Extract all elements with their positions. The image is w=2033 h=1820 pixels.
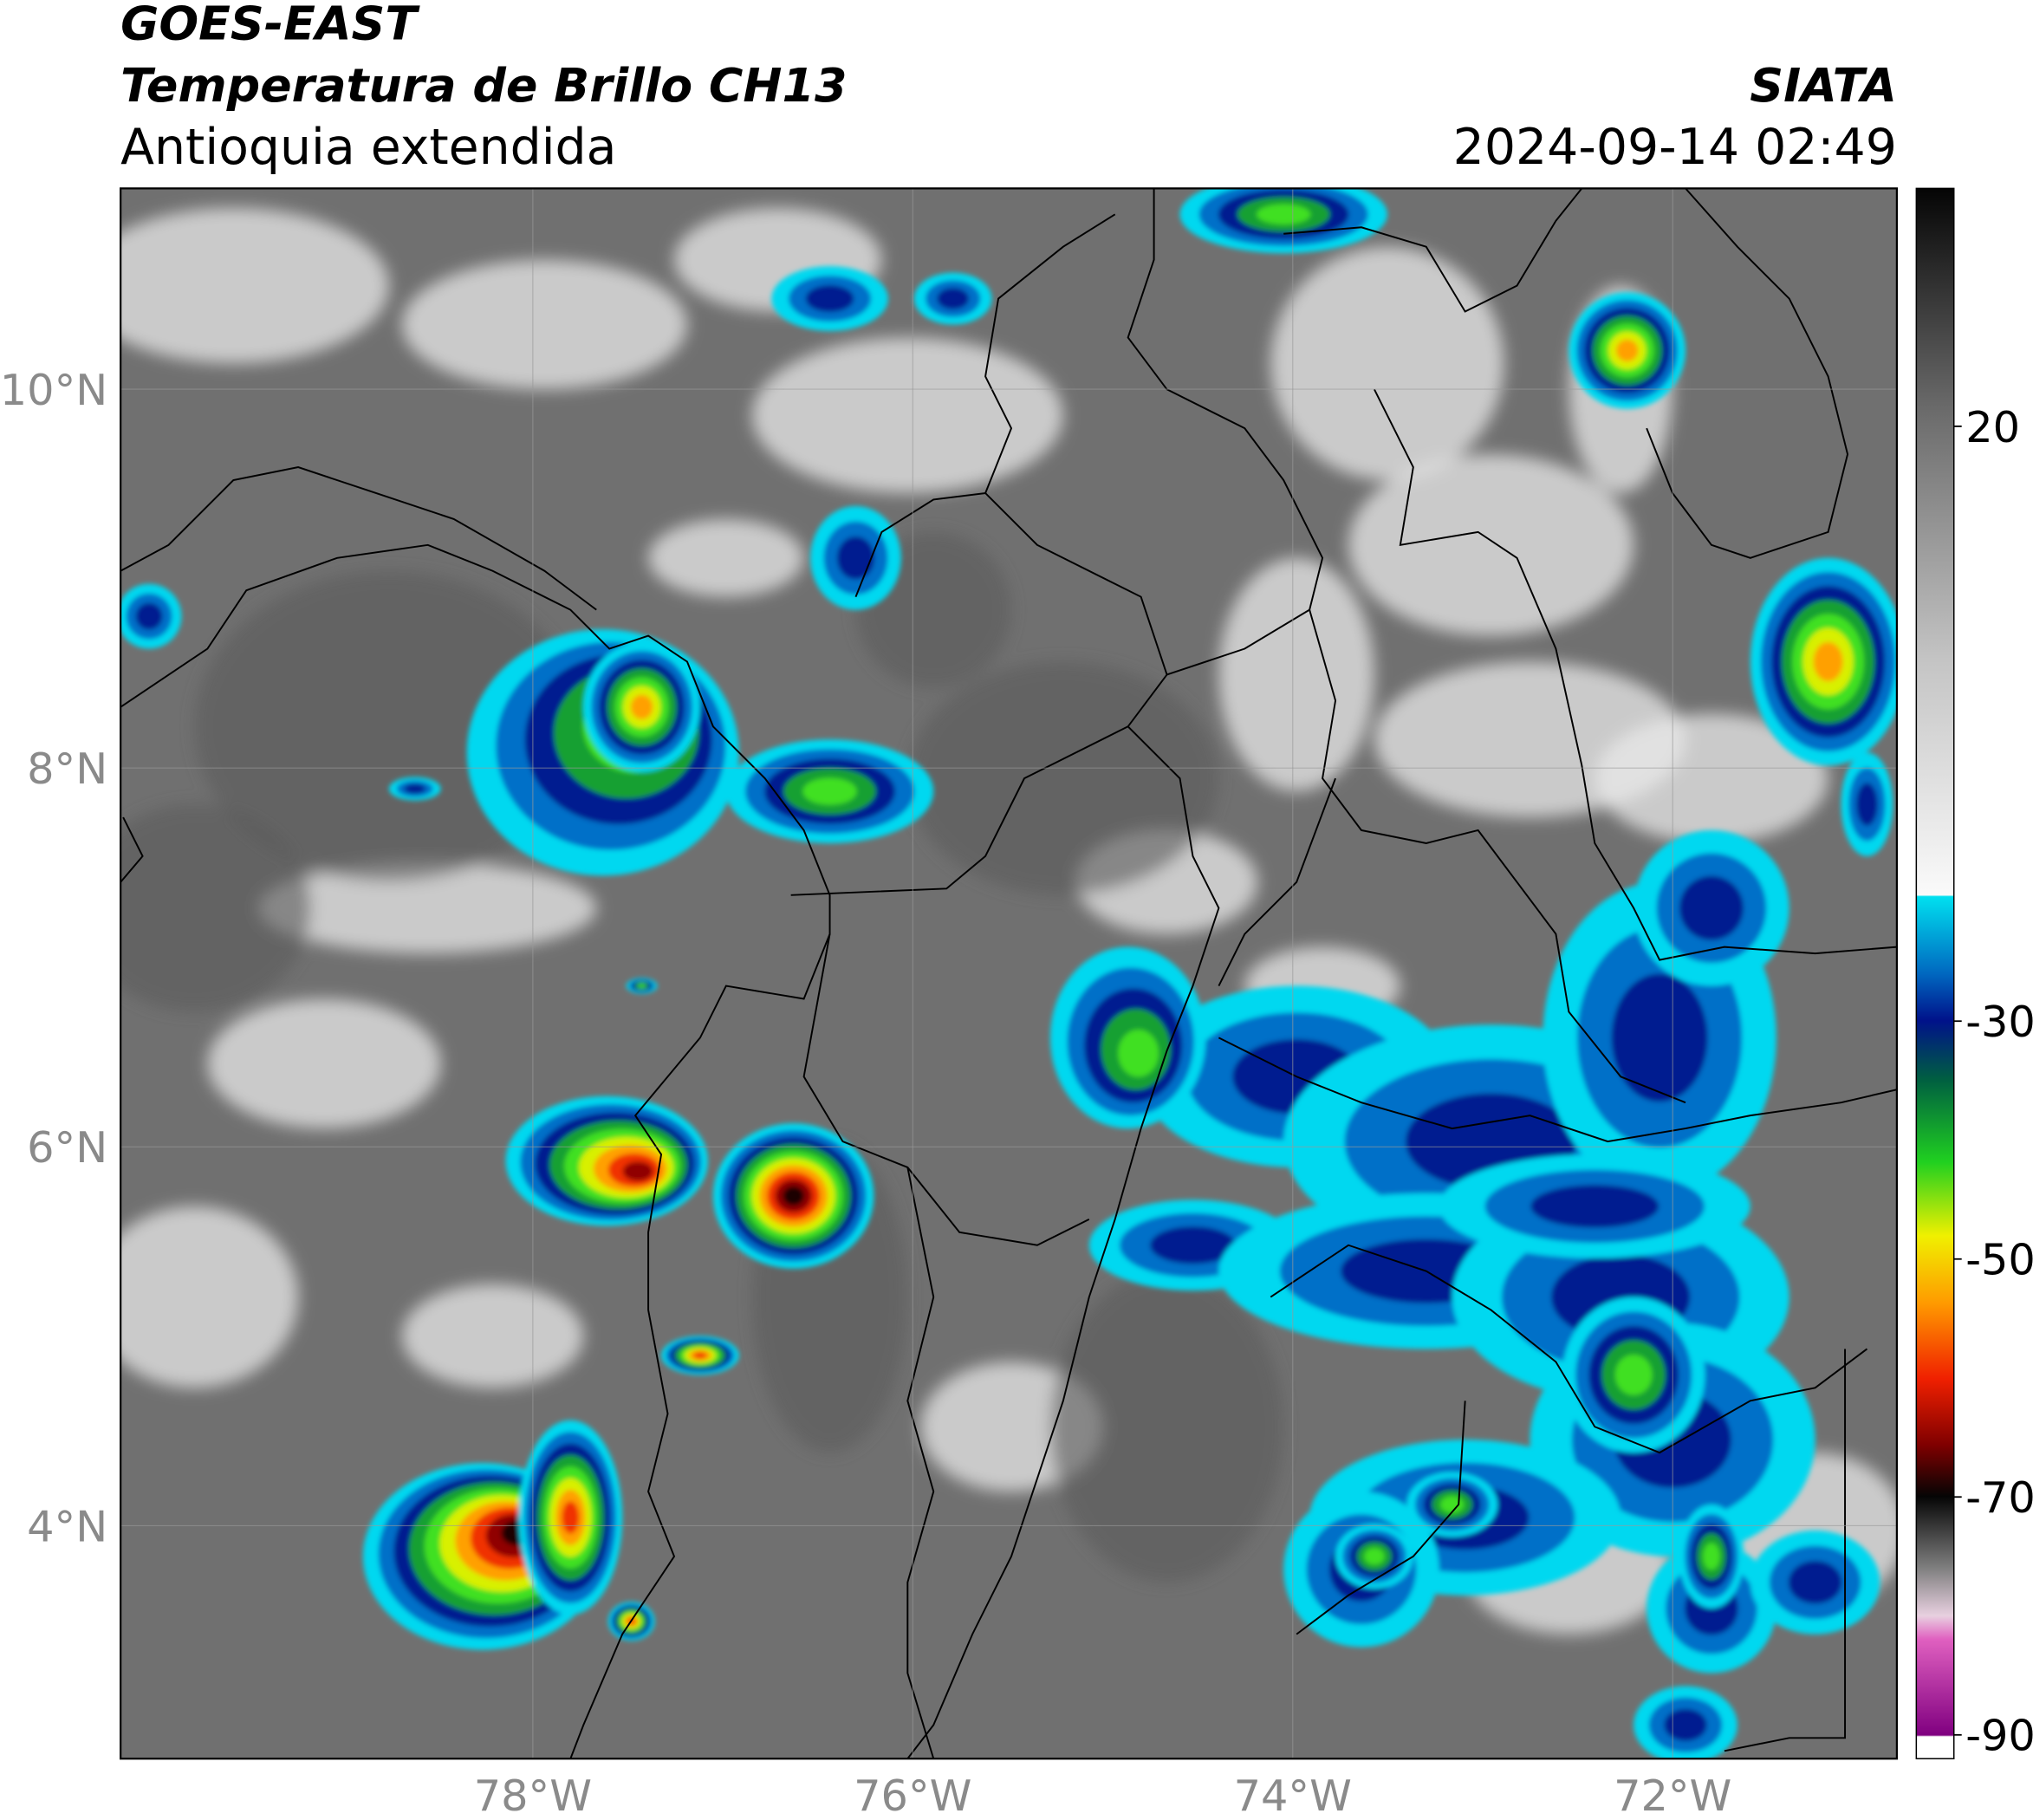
storm-cell — [783, 1186, 805, 1206]
region-title: Antioquia extendida — [120, 119, 616, 176]
storm-cell — [1813, 641, 1843, 682]
storm-cell — [805, 285, 854, 312]
cloud-shadow — [907, 661, 1219, 895]
map — [120, 188, 1897, 1759]
lat-tick-label: 4°N — [27, 1501, 107, 1551]
storm-cell — [1615, 339, 1639, 362]
cloud — [120, 1206, 299, 1388]
storm-cell — [802, 777, 857, 805]
storm-cell — [836, 536, 875, 580]
source: SIATA — [1750, 58, 1897, 113]
colorbar-tick-label: 20 — [1965, 402, 2020, 452]
storm-cell — [937, 288, 970, 309]
colorbar-tick-label: -30 — [1965, 997, 2033, 1047]
cloud-shadow — [120, 804, 312, 1012]
colorbar-tick-label: -50 — [1965, 1235, 2033, 1285]
cloud — [751, 337, 1063, 493]
storm-cell — [630, 694, 653, 720]
storm-cell — [1257, 204, 1311, 224]
storm-cell — [1611, 973, 1708, 1102]
storm-cell — [1788, 1561, 1842, 1604]
storm-cell — [1150, 1226, 1236, 1264]
storm-cell — [1856, 783, 1878, 826]
lat-tick-label: 10°N — [0, 365, 107, 415]
ticks: 10°N 8°N 6°N 4°N 78°W 76°W 74°W 72°W 20 -30 -50 -70… — [0, 365, 2033, 1820]
lon-tick-label: 78°W — [474, 1771, 592, 1820]
cloud — [259, 862, 597, 954]
cloud — [1218, 557, 1374, 792]
lat-tick-label: 6°N — [27, 1122, 107, 1173]
product-title: Temperatura de Brillo CH13 — [120, 58, 847, 113]
datetime: 2024-09-14 02:49 — [1453, 119, 1897, 176]
lon-tick-label: 72°W — [1614, 1771, 1731, 1820]
storm-cell — [1440, 1496, 1465, 1513]
storm-cell — [1118, 1030, 1159, 1077]
storm-cell — [622, 1161, 653, 1181]
storm-cell — [562, 1501, 580, 1534]
storm-cell — [1530, 1185, 1660, 1228]
cloud — [207, 998, 441, 1129]
graticule — [120, 188, 1897, 1759]
lon-tick-label: 74°W — [1234, 1771, 1352, 1820]
title: GOES-EAST — [120, 0, 420, 50]
storm-cell — [1614, 1355, 1653, 1395]
lat-tick-label: 8°N — [27, 744, 107, 794]
storm-cell — [404, 783, 426, 794]
cloud — [1595, 713, 1828, 843]
storm-cell — [1703, 1543, 1720, 1570]
storm-cell — [637, 984, 646, 988]
colorbar — [1915, 187, 1955, 1759]
cloud-shadow — [1049, 1271, 1284, 1583]
map-frame — [120, 187, 1899, 1760]
cloud — [1348, 454, 1634, 636]
lon-tick-label: 76°W — [854, 1771, 971, 1820]
storm-cell — [1679, 875, 1744, 940]
cloud — [401, 259, 687, 390]
borders — [120, 188, 1897, 1759]
colorbar-tick-label: -90 — [1965, 1711, 2033, 1761]
cloud — [120, 207, 389, 364]
storm-cells — [120, 188, 1897, 1759]
storm-cell — [1664, 1708, 1707, 1741]
cloud — [401, 1284, 584, 1388]
colorbar-tick-label: -70 — [1965, 1472, 2033, 1523]
cloud — [648, 518, 804, 597]
storm-cell — [135, 602, 163, 630]
storm-cell — [693, 1352, 707, 1359]
cloud — [1270, 246, 1504, 481]
storm-cell — [1364, 1548, 1385, 1565]
